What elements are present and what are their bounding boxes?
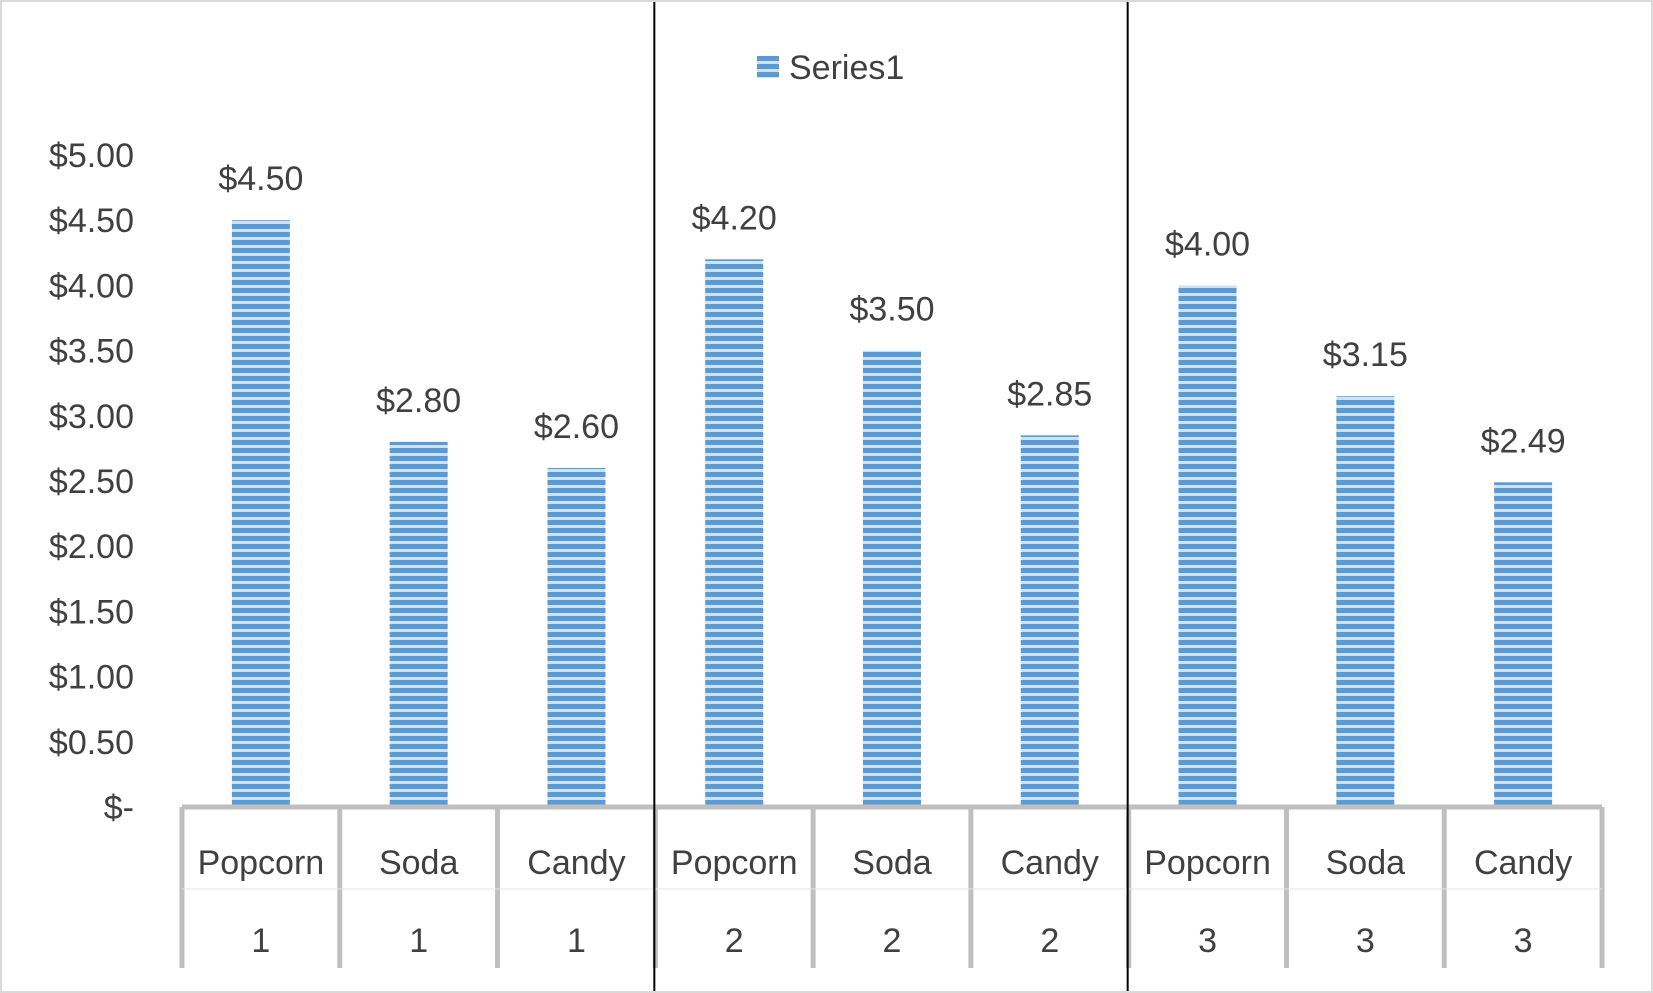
bar [1494, 482, 1553, 807]
bar [547, 467, 606, 807]
data-label: $2.85 [1007, 375, 1092, 413]
x-group-label: 2 [1040, 922, 1059, 960]
bar [1336, 396, 1395, 807]
y-tick-label: $1.00 [49, 659, 134, 697]
x-category-label: Candy [527, 844, 625, 882]
y-tick-label: $1.50 [49, 593, 134, 631]
bar [231, 220, 290, 807]
x-category-label: Popcorn [1144, 844, 1271, 882]
x-group-label: 3 [1198, 922, 1217, 960]
x-category-label: Soda [379, 844, 458, 882]
data-label: $4.50 [218, 160, 303, 198]
data-label: $4.00 [1165, 225, 1250, 263]
data-label: $2.80 [376, 382, 461, 420]
data-label: $3.50 [849, 291, 934, 329]
data-label: $2.60 [534, 408, 619, 446]
data-label: $4.20 [692, 199, 777, 237]
x-group-label: 1 [251, 922, 270, 960]
y-tick-label: $4.00 [49, 267, 134, 305]
legend-label: Series1 [789, 49, 904, 87]
x-category-label: Popcorn [671, 844, 798, 882]
x-group-label: 2 [883, 922, 902, 960]
data-label: $2.49 [1481, 422, 1566, 460]
bar [1020, 435, 1079, 807]
y-tick-label: $0.50 [49, 724, 134, 762]
x-group-label: 2 [725, 922, 744, 960]
bar [389, 441, 448, 807]
bar [1178, 285, 1237, 807]
y-tick-label: $3.00 [49, 398, 134, 436]
x-category-label: Candy [1474, 844, 1572, 882]
x-category-label: Popcorn [198, 844, 325, 882]
legend: Series1 [757, 49, 904, 87]
y-tick-label: $2.00 [49, 528, 134, 566]
y-tick-label: $5.00 [49, 137, 134, 175]
y-tick-label: $- [104, 789, 134, 827]
bar [863, 350, 921, 807]
y-tick-label: $2.50 [49, 463, 134, 501]
y-tick-label: $3.50 [49, 333, 134, 371]
x-group-label: 3 [1514, 922, 1533, 960]
legend-swatch [757, 56, 779, 78]
x-category-label: Candy [1001, 844, 1099, 882]
x-group-label: 1 [567, 922, 586, 960]
x-category-label: Soda [852, 844, 931, 882]
x-group-label: 3 [1356, 922, 1375, 960]
data-label: $3.15 [1323, 336, 1408, 374]
y-tick-label: $4.50 [49, 202, 134, 240]
x-category-label: Soda [1326, 844, 1405, 882]
bar [705, 259, 764, 807]
x-group-label: 1 [409, 922, 428, 960]
